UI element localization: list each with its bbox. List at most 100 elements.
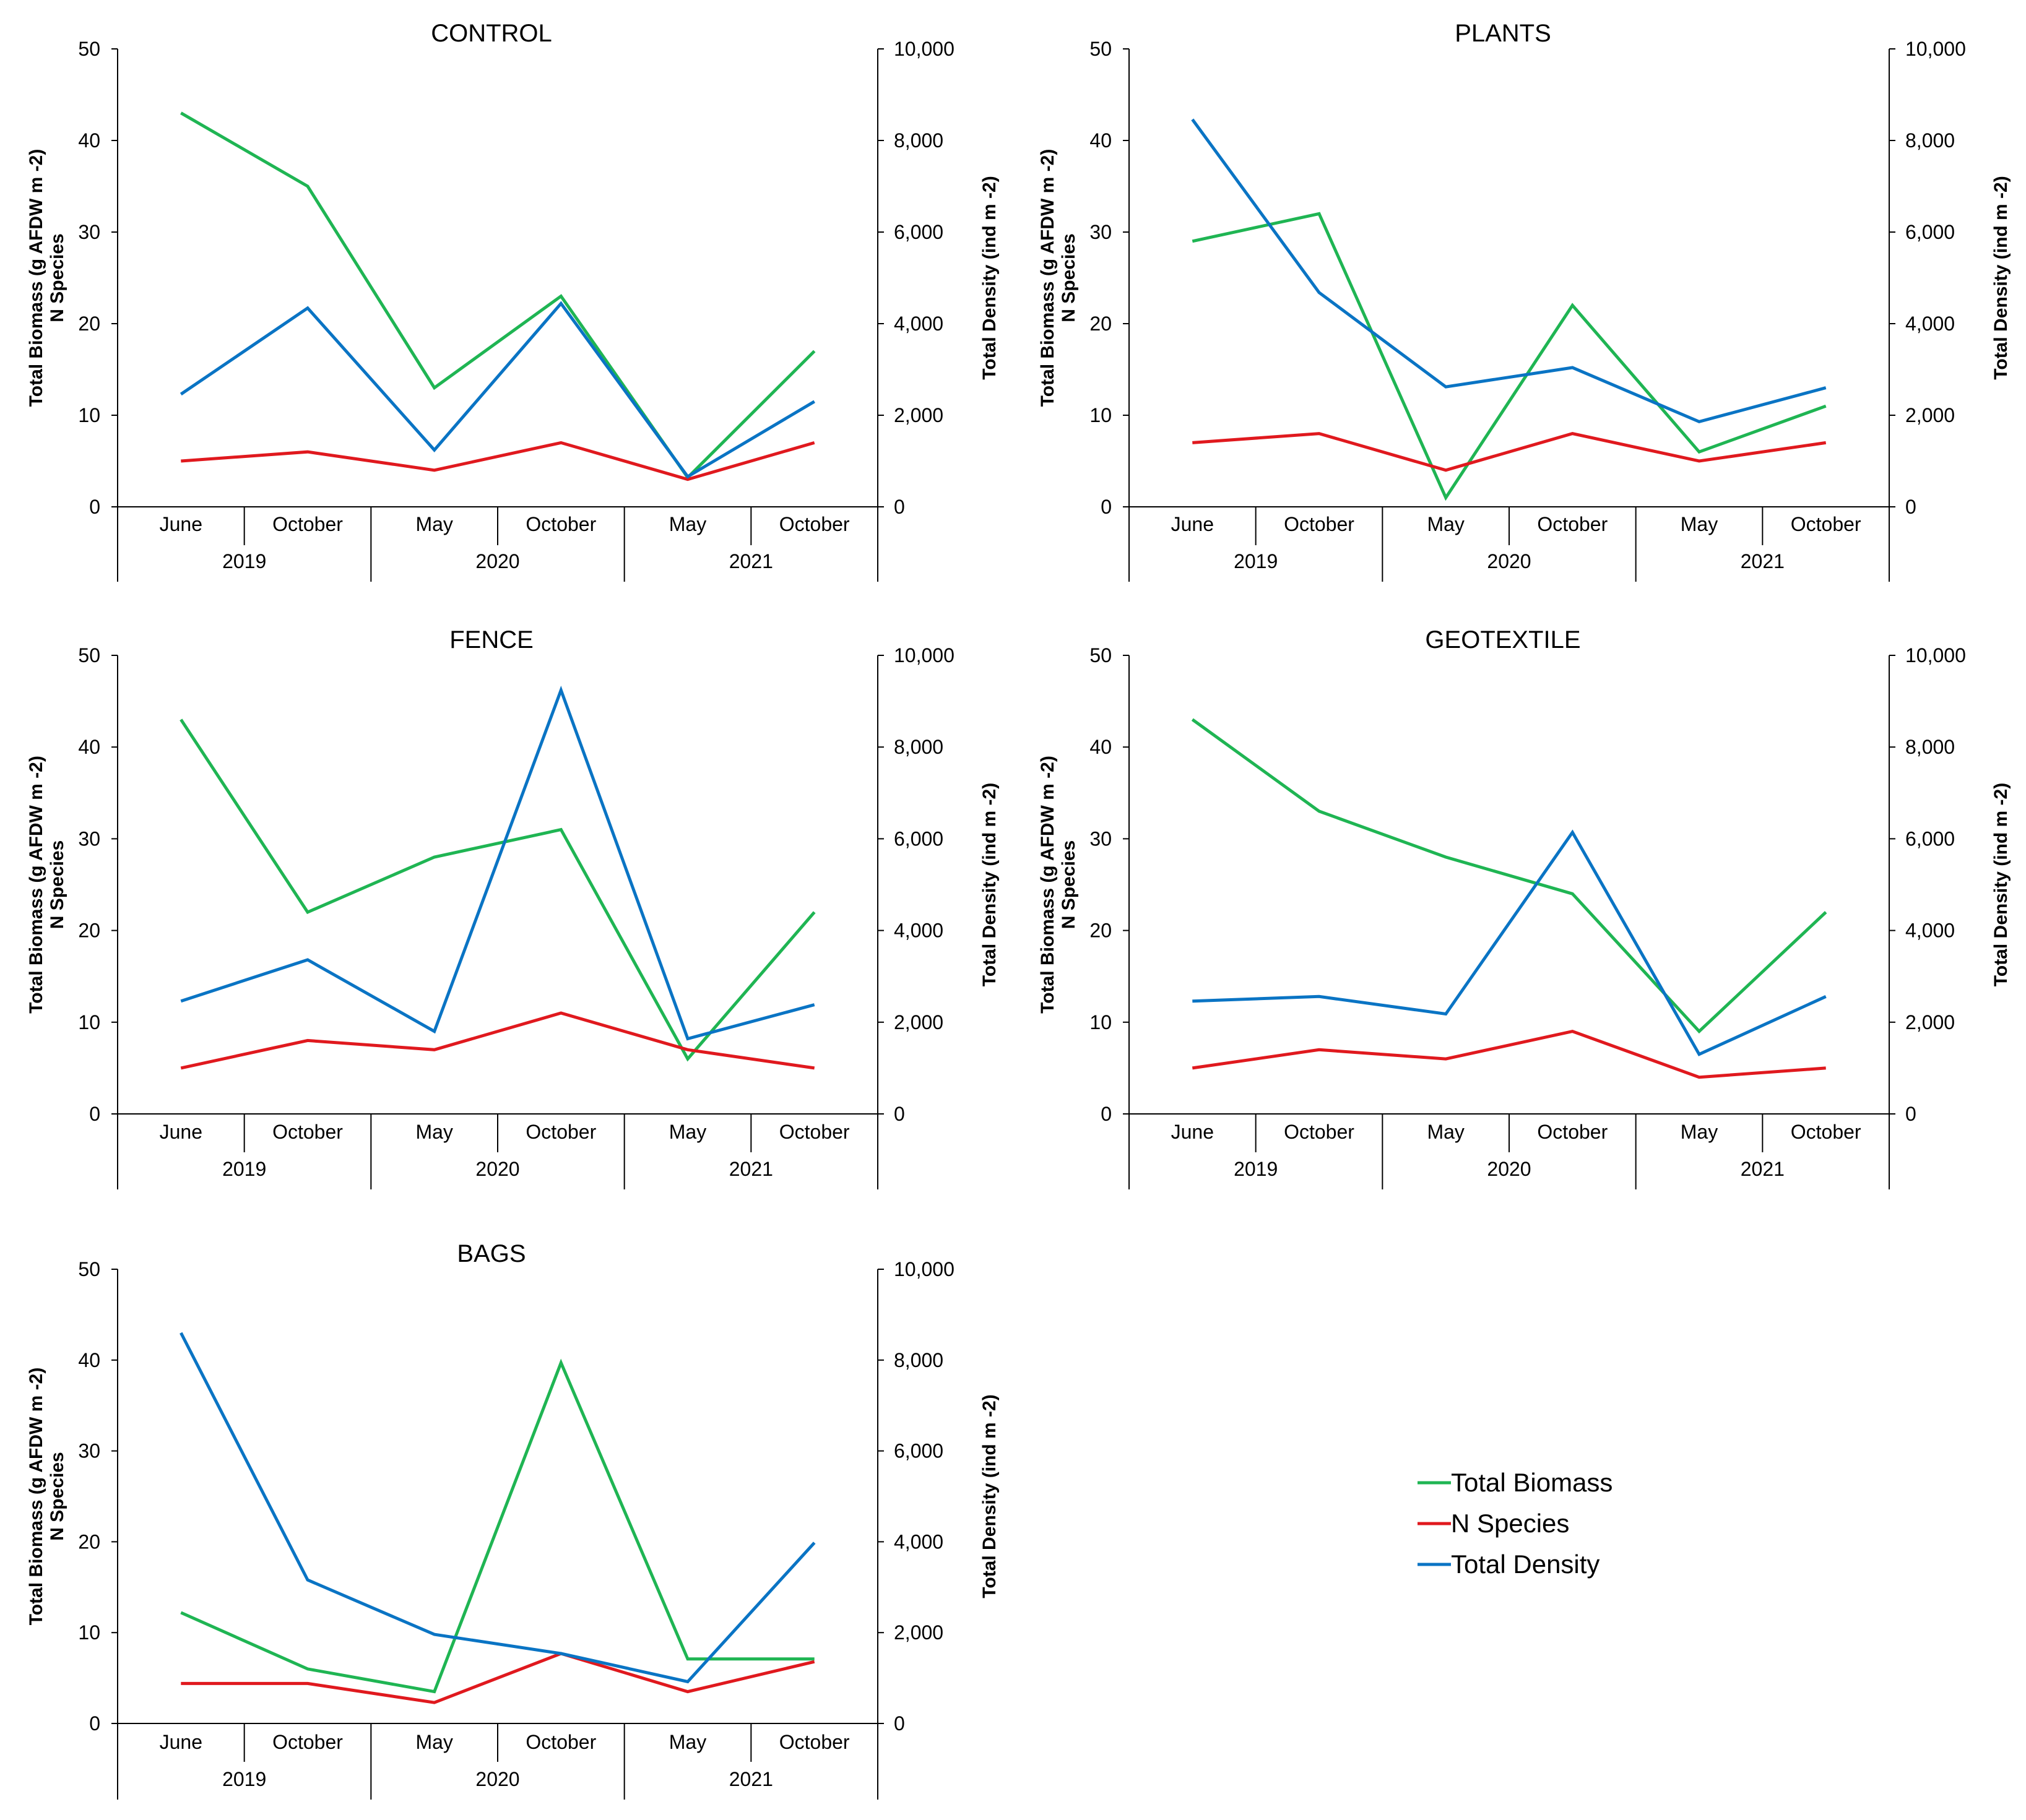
x-tick-label: May (1427, 1121, 1464, 1143)
x-tick-label: May (1681, 513, 1718, 535)
year-label: 2020 (475, 1158, 519, 1180)
x-tick-label: October (1791, 513, 1861, 535)
x-tick-label: May (1427, 513, 1464, 535)
y-tick-label-right: 10,000 (894, 38, 955, 60)
y-tick-label-left: 50 (1089, 38, 1112, 60)
y-tick-label-right: 4,000 (1905, 920, 1955, 942)
x-tick-label: October (779, 1121, 850, 1143)
x-tick-label: June (160, 1731, 202, 1753)
y-tick-label-right: 10,000 (894, 1258, 955, 1280)
legend-label-biomass: Total Biomass (1451, 1468, 1613, 1497)
y-tick-label-right: 2,000 (1905, 1011, 1955, 1033)
y-tick-label-left: 10 (1089, 1011, 1112, 1033)
year-label: 2021 (1741, 1158, 1785, 1180)
y-tick-label-left: 20 (78, 313, 100, 335)
x-tick-label: June (160, 513, 202, 535)
year-label: 2020 (475, 550, 519, 572)
y-tick-label-right: 8,000 (1905, 129, 1955, 152)
y-tick-label-right: 6,000 (1905, 827, 1955, 850)
y-tick-label-left: 40 (78, 129, 100, 152)
y-axis-title-left-secondary: N Species (1058, 233, 1079, 322)
y-tick-label-right: 0 (894, 1712, 905, 1735)
y-tick-label-left: 40 (1089, 736, 1112, 758)
y-tick-label-left: 20 (1089, 313, 1112, 335)
x-tick-label: October (779, 1731, 850, 1753)
y-axis-title-left: Total Biomass (g AFDW m -2) (1037, 756, 1058, 1014)
chart-panel-control: CONTROL 0 10 20 30 40 50 0 2,000 4,000 6,000 8,000 1… (26, 20, 1000, 582)
y-tick-label-left: 0 (89, 496, 100, 518)
year-label: 2019 (222, 550, 266, 572)
y-tick-label-right: 4,000 (894, 313, 943, 335)
series-line-species (1192, 1030, 1826, 1079)
year-label: 2021 (729, 550, 773, 572)
year-label: 2019 (222, 1158, 266, 1180)
year-label: 2021 (729, 1158, 773, 1180)
y-axis-title-right: Total Density (ind m -2) (979, 1394, 1000, 1598)
x-tick-label: October (272, 1121, 343, 1143)
y-tick-label-left: 40 (78, 1349, 100, 1371)
y-tick-label-right: 4,000 (894, 920, 943, 942)
y-tick-label-left: 30 (78, 221, 100, 243)
y-axis-title-left: Total Biomass (g AFDW m -2) (1037, 149, 1058, 407)
y-tick-label-right: 6,000 (894, 221, 943, 243)
series-line-density (1191, 118, 1827, 424)
y-tick-label-right: 2,000 (894, 1621, 943, 1644)
y-tick-label-right: 8,000 (894, 1349, 943, 1371)
y-axis-title-left: Total Biomass (g AFDW m -2) (26, 1368, 46, 1626)
y-tick-label-left: 50 (78, 1258, 100, 1280)
y-axis-title-left-secondary: N Species (47, 1452, 67, 1540)
y-axis-title-right: Total Density (ind m -2) (979, 176, 1000, 379)
x-tick-label: October (1791, 1121, 1861, 1143)
legend-label-species: N Species (1451, 1509, 1569, 1538)
x-tick-label: June (160, 1121, 202, 1143)
y-axis-title-right: Total Density (ind m -2) (1991, 783, 2011, 986)
y-tick-label-left: 0 (1101, 1103, 1112, 1125)
legend: Total Biomass N Species Total Density (1418, 1468, 1613, 1579)
x-tick-label: June (1171, 1121, 1214, 1143)
y-tick-label-right: 8,000 (894, 129, 943, 152)
y-tick-label-right: 0 (894, 1103, 905, 1125)
x-tick-label: October (1284, 1121, 1354, 1143)
chart-title: CONTROL (431, 20, 552, 47)
y-tick-label-left: 20 (1089, 920, 1112, 942)
year-label: 2021 (729, 1768, 773, 1790)
chart-title: FENCE (449, 626, 534, 653)
y-tick-label-right: 2,000 (1905, 404, 1955, 426)
series-line-biomass (180, 1358, 815, 1694)
year-label: 2019 (222, 1768, 266, 1790)
y-tick-label-right: 6,000 (894, 1440, 943, 1462)
y-tick-label-left: 50 (78, 38, 100, 60)
series-line-biomass (1191, 718, 1827, 1034)
y-tick-label-right: 0 (894, 496, 905, 518)
x-tick-label: May (669, 513, 706, 535)
chart-panel-geotextile: GEOTEXTILE 0 10 20 30 40 50 0 2,000 4,000 6,000 8,0… (1037, 626, 2011, 1189)
y-tick-label-left: 30 (78, 827, 100, 850)
y-tick-label-left: 0 (89, 1103, 100, 1125)
chart-title: PLANTS (1455, 20, 1551, 47)
series-line-species (1192, 432, 1827, 472)
x-tick-label: October (272, 1731, 343, 1753)
series-line-density (180, 686, 815, 1041)
x-tick-label: October (526, 1731, 596, 1753)
chart-panel-plants: PLANTS 0 10 20 30 40 50 0 2,000 4,000 6,000 8,000 10… (1037, 20, 2011, 582)
y-tick-label-left: 20 (78, 1530, 100, 1553)
x-tick-label: October (779, 513, 850, 535)
y-tick-label-left: 30 (1089, 221, 1112, 243)
y-tick-label-right: 2,000 (894, 1011, 943, 1033)
y-tick-label-left: 10 (78, 1011, 100, 1033)
x-tick-label: May (415, 513, 452, 535)
series-line-biomass (180, 111, 816, 480)
series-line-density (180, 1332, 816, 1684)
series-line-species (181, 441, 815, 481)
y-tick-label-left: 10 (78, 1621, 100, 1644)
y-axis-title-left-secondary: N Species (47, 233, 67, 322)
y-tick-label-right: 10,000 (1905, 644, 1966, 666)
series-line-density (180, 301, 815, 479)
year-label: 2020 (1487, 1158, 1531, 1180)
y-tick-label-right: 4,000 (1905, 313, 1955, 335)
y-tick-label-right: 4,000 (894, 1530, 943, 1553)
x-tick-label: May (1681, 1121, 1718, 1143)
x-tick-label: May (415, 1731, 452, 1753)
x-tick-label: May (669, 1121, 706, 1143)
